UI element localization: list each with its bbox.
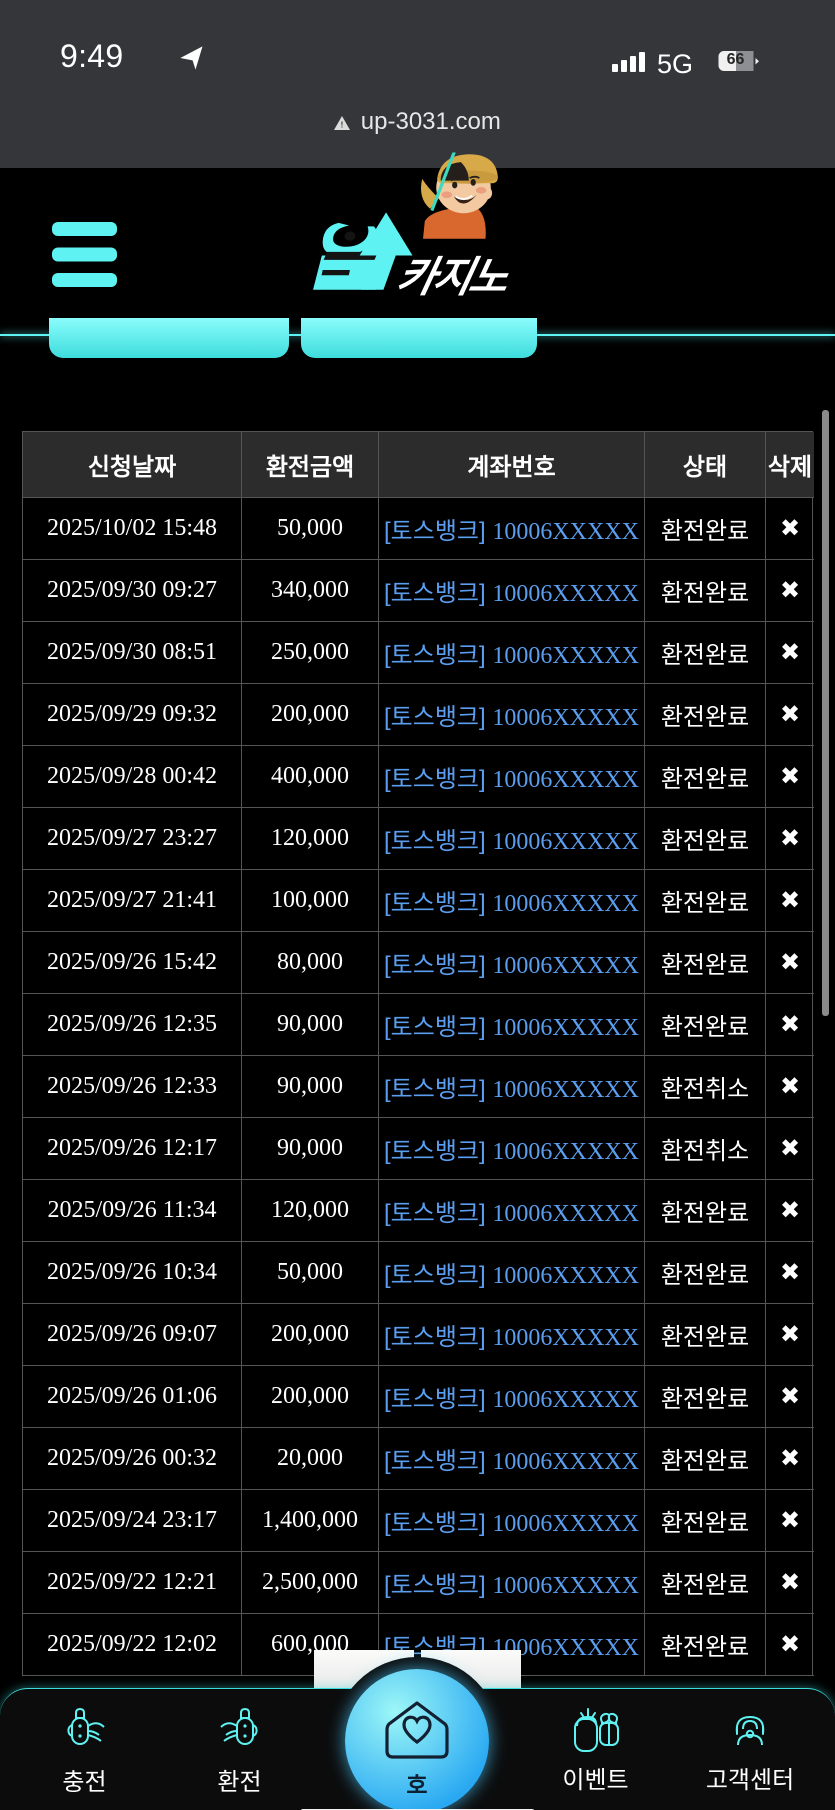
svg-text:!: ! (341, 121, 344, 130)
